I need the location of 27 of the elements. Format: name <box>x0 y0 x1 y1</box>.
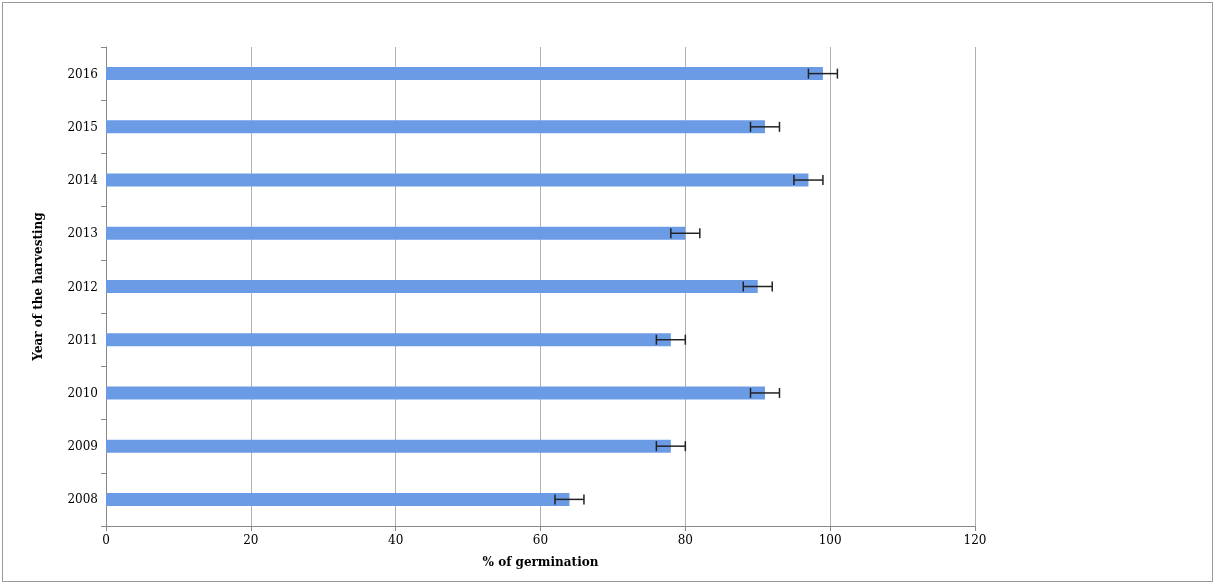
bar <box>106 386 765 400</box>
bar <box>106 226 686 240</box>
y-axis-title: Year of the harvesting <box>31 211 45 362</box>
y-tick-label: 2014 <box>67 173 99 188</box>
bar <box>106 492 570 506</box>
bar <box>106 333 671 347</box>
y-tick-label: 2008 <box>67 492 98 507</box>
x-tick-label: 120 <box>963 533 987 547</box>
bar <box>106 67 823 81</box>
y-tick-label: 2015 <box>67 119 98 134</box>
y-tick-label: 2011 <box>67 332 98 347</box>
x-tick-label: 100 <box>818 533 842 547</box>
y-tick-label: 2009 <box>67 439 98 454</box>
y-tick-label: 2016 <box>67 66 98 81</box>
bar <box>106 280 758 293</box>
x-tick-label: 0 <box>102 533 110 547</box>
x-axis-title: % of germination <box>482 555 599 569</box>
y-tick-label: 2012 <box>67 279 98 294</box>
y-tick-label: 2013 <box>67 226 98 241</box>
x-tick-label: 60 <box>532 533 549 547</box>
y-tick-label: 2010 <box>67 385 98 400</box>
bar <box>106 120 765 134</box>
x-tick-label: 40 <box>388 533 404 547</box>
bar <box>106 173 809 187</box>
x-tick-label: 80 <box>677 533 693 547</box>
x-tick-label: 20 <box>243 533 259 547</box>
bar <box>106 439 671 453</box>
